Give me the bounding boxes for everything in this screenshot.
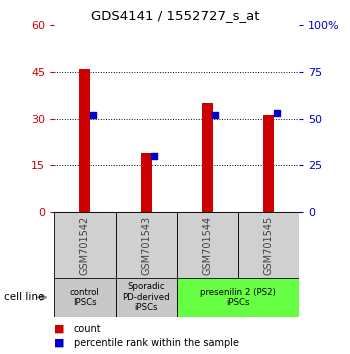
Bar (263, 115, 274, 212)
Text: presenilin 2 (PS2)
iPSCs: presenilin 2 (PS2) iPSCs (200, 288, 276, 307)
Point (274, 110, 279, 116)
Text: cell line: cell line (4, 292, 44, 302)
Text: percentile rank within the sample: percentile rank within the sample (74, 338, 238, 348)
Bar (238, 212, 299, 278)
Text: Sporadic
PD-derived
iPSCs: Sporadic PD-derived iPSCs (122, 282, 170, 312)
Text: control
IPSCs: control IPSCs (70, 288, 100, 307)
Text: GSM701542: GSM701542 (80, 216, 90, 275)
Bar (79, 69, 90, 212)
Text: GSM701545: GSM701545 (264, 216, 274, 275)
Point (151, 153, 157, 159)
Text: ■: ■ (54, 338, 65, 348)
Text: GDS4141 / 1552727_s_at: GDS4141 / 1552727_s_at (91, 9, 259, 22)
Point (90, 112, 96, 118)
Bar (177, 212, 238, 278)
Text: GSM701543: GSM701543 (141, 216, 151, 275)
Bar (116, 212, 177, 278)
Bar (141, 153, 152, 212)
Point (212, 112, 218, 118)
Text: ■: ■ (54, 324, 65, 333)
Bar (54, 212, 116, 278)
Text: count: count (74, 324, 101, 333)
Bar (54, 278, 116, 317)
Bar (116, 278, 177, 317)
Bar (177, 278, 299, 317)
Text: GSM701544: GSM701544 (202, 216, 212, 275)
Bar (202, 103, 213, 212)
